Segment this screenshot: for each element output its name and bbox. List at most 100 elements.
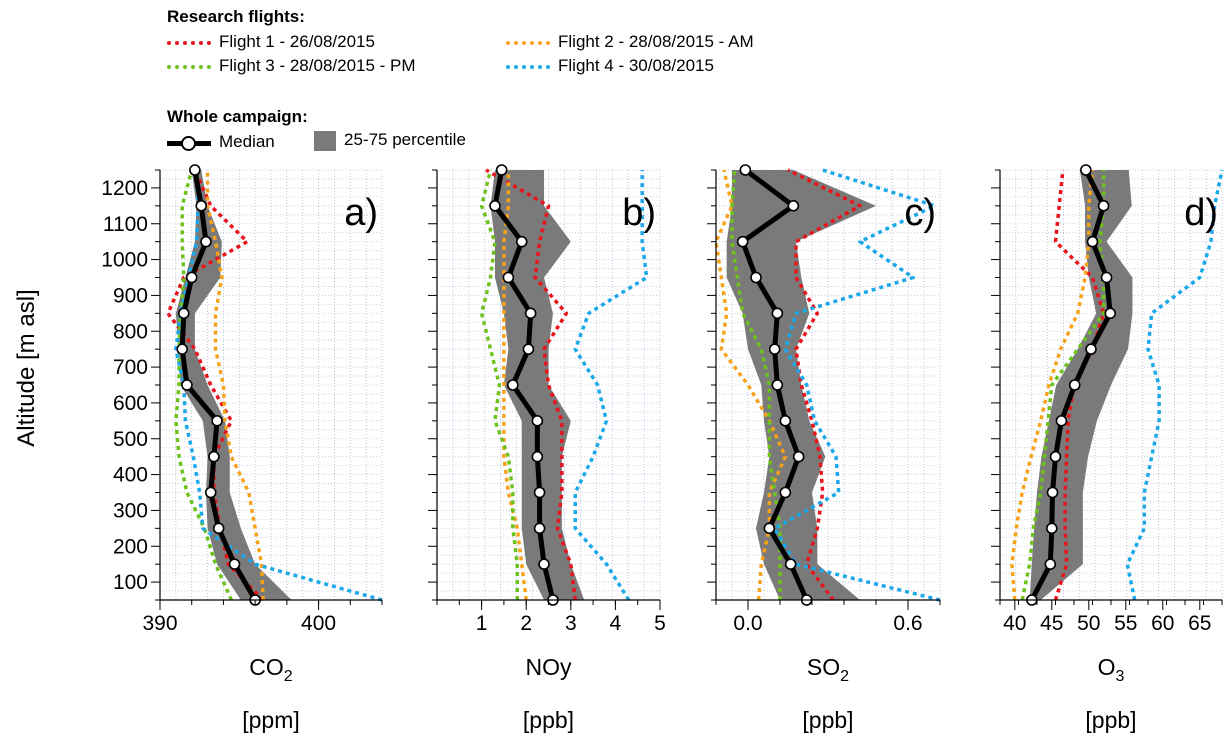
median-point bbox=[792, 450, 805, 463]
y-tick-label: 700 bbox=[113, 356, 148, 379]
median-point bbox=[533, 522, 546, 535]
median-point bbox=[1086, 235, 1099, 248]
x-tick-label: 400 bbox=[301, 612, 336, 635]
median-point bbox=[1046, 486, 1059, 499]
legend-flight-1-label: Flight 1 - 26/08/2015 bbox=[219, 32, 375, 51]
flight-3-line bbox=[174, 169, 233, 601]
median-point bbox=[784, 558, 797, 570]
legend-flight-2: Flight 2 - 28/08/2015 - AM bbox=[506, 32, 754, 52]
legend-percentile-label: 25-75 percentile bbox=[344, 130, 466, 149]
median-point bbox=[185, 271, 198, 284]
median-point bbox=[195, 200, 208, 212]
x-tick-label: 0.0 bbox=[733, 612, 762, 635]
legend-flight-4: Flight 4 - 30/08/2015 bbox=[506, 56, 714, 76]
flight-4-line bbox=[573, 170, 649, 601]
panel-1: 390 400 a) CO2 [ppm] 100 200 300 400 500 600 700 800… bbox=[13, 164, 383, 733]
x-tick-label: 65 bbox=[1188, 612, 1211, 635]
flight-4-line bbox=[772, 168, 941, 602]
research-flights-title: Research flights: bbox=[167, 7, 305, 26]
median-point bbox=[771, 379, 784, 391]
x-tick-label: 3 bbox=[565, 612, 577, 635]
x-tick-label: 5 bbox=[654, 612, 666, 635]
median-point bbox=[189, 164, 201, 176]
median-point bbox=[1097, 200, 1110, 212]
flight-1-line-swatch bbox=[167, 40, 211, 45]
flight-1-line bbox=[787, 168, 862, 602]
y-tick-label: 1100 bbox=[103, 213, 148, 236]
flight-3-line bbox=[1020, 170, 1106, 601]
median-point bbox=[768, 343, 781, 355]
flight-2-line bbox=[502, 170, 528, 601]
median-point bbox=[495, 164, 508, 176]
panel-2: 1 2 3 4 5 b) NOy [ppb] bbox=[428, 164, 666, 733]
legend-flight-1: Flight 1 - 26/08/2015 bbox=[167, 32, 375, 52]
panel-label: a) bbox=[344, 192, 378, 234]
median-point bbox=[779, 415, 792, 427]
y-tick-label: 1200 bbox=[101, 177, 148, 200]
x-tick-label: 390 bbox=[142, 612, 177, 635]
median-point bbox=[1046, 522, 1058, 535]
median-point bbox=[750, 271, 762, 284]
median-point bbox=[531, 450, 544, 463]
median-point bbox=[538, 558, 550, 570]
median-point bbox=[211, 415, 223, 427]
panel-4: 40 45 50 55 60 65 d) O3 [ppb] bbox=[991, 164, 1224, 733]
y-tick-label: 200 bbox=[113, 535, 148, 558]
flight-4-line bbox=[1125, 169, 1224, 601]
median-point bbox=[204, 486, 217, 499]
whole-campaign-title: Whole campaign: bbox=[167, 107, 308, 126]
x-tick-label: 4 bbox=[610, 612, 622, 635]
flight-4-line bbox=[174, 169, 383, 602]
x-tick-label: 40 bbox=[1003, 612, 1026, 635]
legend-flight-3: Flight 3 - 28/08/2015 - PM bbox=[167, 56, 416, 76]
x-tick-label: 50 bbox=[1077, 612, 1100, 635]
x-tick-label: 55 bbox=[1114, 612, 1137, 635]
flight-1-line bbox=[166, 169, 265, 602]
x-axis-unit: [ppb] bbox=[802, 707, 853, 733]
flight-2-line bbox=[205, 170, 265, 601]
y-tick-label: 600 bbox=[113, 392, 148, 415]
median-point bbox=[1055, 415, 1068, 427]
median-point bbox=[1080, 164, 1092, 176]
median-point bbox=[1085, 343, 1097, 355]
median-point bbox=[1104, 307, 1117, 320]
median-swatch bbox=[167, 135, 211, 151]
percentile-band bbox=[726, 170, 876, 600]
flight-1-line bbox=[485, 168, 577, 601]
median-point bbox=[522, 343, 535, 355]
legend-median: Median bbox=[167, 132, 275, 152]
y-tick-label: 900 bbox=[113, 284, 148, 307]
median-point bbox=[515, 235, 528, 248]
y-tick-label: 500 bbox=[113, 428, 148, 451]
legend-flight-3-label: Flight 3 - 28/08/2015 - PM bbox=[219, 56, 416, 75]
median-point bbox=[177, 307, 190, 320]
flight-2-line-swatch bbox=[506, 40, 550, 45]
legend-flight-4-label: Flight 4 - 30/08/2015 bbox=[558, 56, 714, 75]
median-point bbox=[208, 450, 220, 463]
median-point bbox=[1068, 379, 1081, 391]
legend-percentile: 25-75 percentile bbox=[300, 130, 466, 151]
y-tick-label: 100 bbox=[113, 571, 148, 594]
median-point bbox=[787, 200, 800, 212]
median-point bbox=[212, 522, 225, 535]
percentile-swatch bbox=[314, 130, 336, 151]
x-axis-unit: [ppb] bbox=[1085, 707, 1136, 733]
median-point bbox=[771, 307, 784, 320]
median-point bbox=[736, 235, 749, 248]
x-axis-unit: [ppb] bbox=[523, 707, 574, 733]
median-point bbox=[531, 415, 544, 427]
flight-3-line-swatch bbox=[167, 64, 211, 69]
y-tick-label: 800 bbox=[113, 320, 148, 343]
median-point bbox=[502, 271, 515, 284]
percentile-band bbox=[175, 170, 292, 600]
median-point bbox=[779, 486, 792, 499]
median-point bbox=[1044, 558, 1057, 570]
panel-3: 0.0 0.6 c) SO2 [ppb] bbox=[707, 164, 941, 733]
median-point bbox=[1049, 450, 1062, 463]
median-point bbox=[763, 522, 776, 535]
x-tick-label: 0.6 bbox=[893, 612, 922, 635]
x-tick-label: 60 bbox=[1151, 612, 1174, 635]
x-axis-label: SO2 bbox=[807, 654, 849, 685]
median-point bbox=[739, 164, 752, 176]
